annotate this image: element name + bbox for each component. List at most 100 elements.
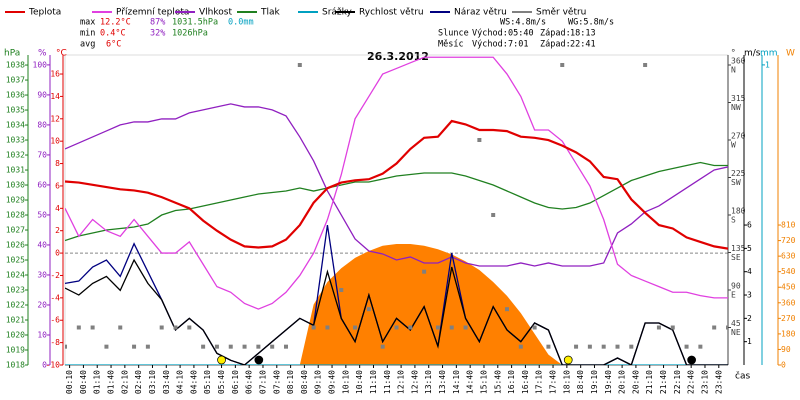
y-tick-label: 4 [55,204,60,213]
y-tick-label: 1021 [6,316,25,325]
stat: 0.0mm [228,18,254,28]
y-tick-label: 1018 [6,361,25,370]
legend-label: Rychlost větru [359,8,424,18]
x-tick-label: 19:10 [590,370,599,394]
wind-info: WS:4.8m/s [500,18,546,28]
moon-set-marker [687,355,696,365]
x-tick-label: 20:40 [631,370,640,394]
axis-unit: mm [760,49,778,59]
y-tick-label: 1025 [6,256,25,265]
y-tick-label: 360 [781,298,796,307]
direction-point [684,344,689,349]
y-tick-label: 6 [55,181,60,190]
x-tick-label: 16:10 [507,370,516,394]
x-tick-label: 11:40 [383,370,392,394]
x-tick-label: 12:10 [397,370,406,394]
y-tick-label: 1029 [6,196,25,205]
moon-rise: 7:01 [508,40,528,50]
direction-point [698,344,703,349]
x-tick-label: 13:40 [438,370,447,394]
y-tick-name: W [731,141,736,150]
y-tick-label: 720 [781,236,796,245]
moon-rise-marker [254,355,264,365]
y-tick-label: 315 [731,94,746,103]
sun-rise-label: Východ: [472,29,508,39]
y-tick-label: 40 [37,240,47,249]
x-tick-label: 18:40 [576,370,585,394]
direction-point [629,344,634,349]
direction-point [532,325,537,330]
axis-unit: m/s [744,49,761,59]
x-tick-label: 07:10 [258,370,267,394]
y-tick-label: 1 [765,60,770,69]
direction-point [643,63,648,67]
x-tick-label: 14:40 [466,370,475,394]
y-tick-label: 1019 [6,346,25,355]
axis-unit: °C [56,49,67,59]
legend-label: Přízemní teplota [116,8,189,18]
y-tick-label: 360 [731,57,746,66]
y-tick-label: 1030 [6,181,25,190]
direction-point [297,63,302,67]
direction-point [65,344,67,349]
chart-title: 26.3.2012 [367,50,429,63]
y-tick-label: 1037 [6,76,25,85]
direction-point [394,325,399,330]
sun-label: Slunce [438,29,469,39]
y-tick-label: 270 [731,132,746,141]
series-line [65,103,728,267]
legend-label: Tlak [260,8,281,18]
direction-point [270,344,275,349]
direction-point [256,344,261,349]
y-tick-label: 1035 [6,106,25,115]
x-tick-label: 07:40 [272,370,281,394]
x-tick-label: 08:40 [300,370,309,394]
x-tick-label: 01:10 [93,370,102,394]
y-tick-label: 90 [731,282,741,291]
series-area [65,244,728,365]
direction-point [353,325,358,330]
y-tick-label: 1032 [6,151,25,160]
sun-set-marker [563,355,573,365]
direction-point [422,269,427,274]
direction-point [546,344,551,349]
direction-point [477,138,482,142]
stat: 87% [150,18,165,28]
y-tick-label: 3 [747,291,752,300]
direction-point [587,344,592,349]
direction-point [712,325,717,330]
y-tick-label: 45 [731,319,741,328]
x-axis-label: čas [735,371,750,382]
y-tick-label: 90 [781,345,791,354]
direction-point [325,325,330,330]
x-tick-label: 13:10 [424,370,433,394]
stat: 6°C [106,40,121,50]
direction-point [173,325,178,330]
y-tick-label: 225 [731,169,746,178]
direction-point [463,325,468,330]
y-tick-label: 1034 [6,121,25,130]
y-tick-label: 1020 [6,331,25,340]
direction-point [449,325,454,330]
moon-set-label: Západ: [540,40,571,50]
y-tick-label: 14 [50,92,60,101]
x-tick-label: 20:10 [618,370,627,394]
series-line [65,56,728,310]
x-tick-label: 08:10 [286,370,295,394]
y-tick-label: -8 [50,338,60,347]
y-tick-label: 1031 [6,166,25,175]
direction-point [491,213,496,217]
y-tick-label: 180 [731,207,746,216]
direction-point [90,325,95,330]
y-tick-label: -10 [46,361,61,370]
y-tick-label: 0 [55,249,60,258]
x-tick-label: 02:40 [134,370,143,394]
direction-point [104,344,109,349]
series-line [65,119,728,250]
x-tick-label: 23:40 [714,370,723,394]
x-tick-label: 23:10 [700,370,709,394]
x-tick-label: 16:40 [521,370,530,394]
y-tick-label: 6 [747,221,752,230]
x-tick-label: 03:40 [162,370,171,394]
y-tick-name: N [731,66,736,75]
